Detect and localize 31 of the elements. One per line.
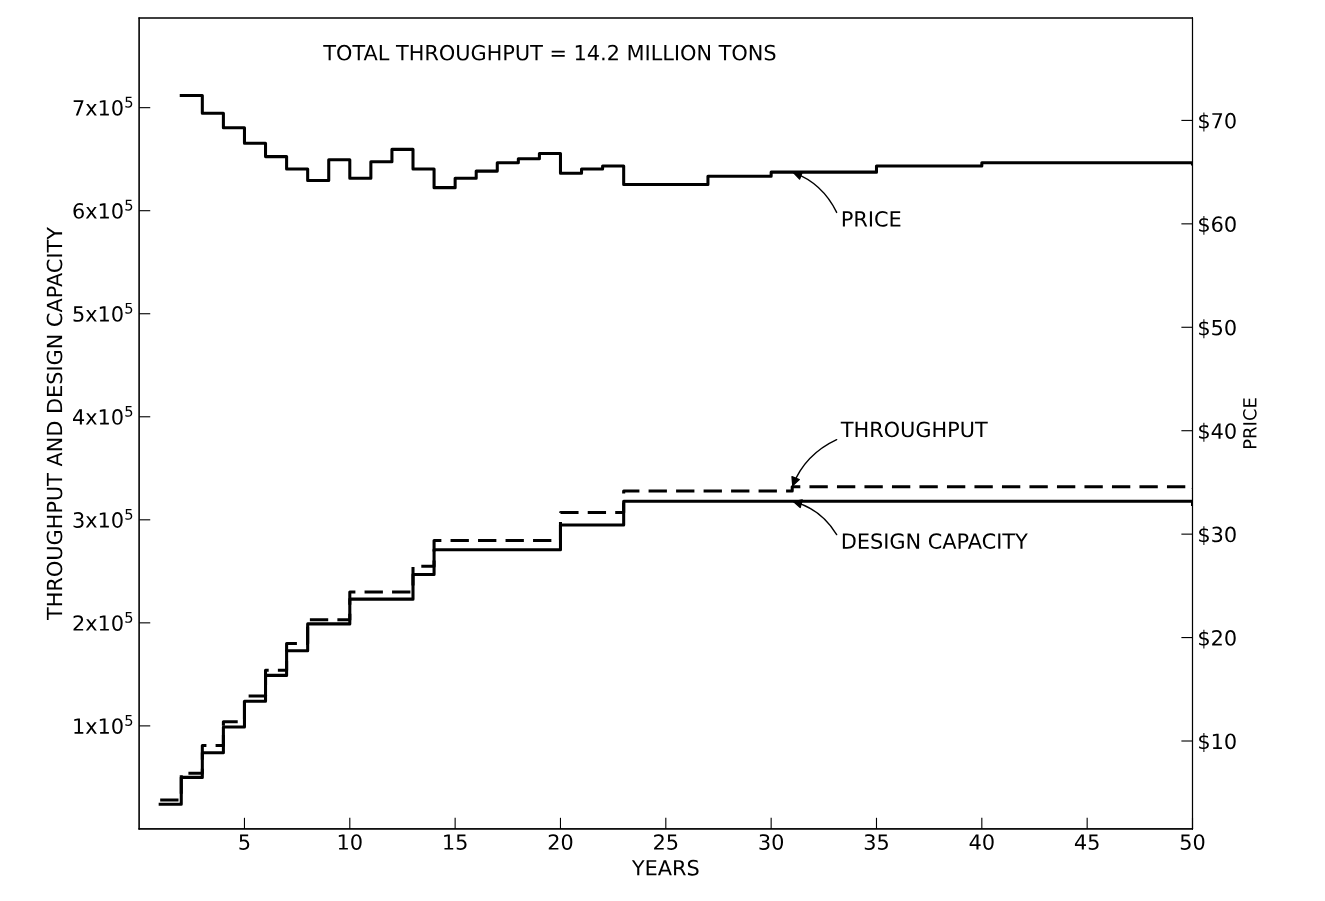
y2-tick-label: $10 bbox=[1199, 733, 1236, 752]
y2-tick-label: $20 bbox=[1199, 629, 1236, 649]
x-tick-label: 25 bbox=[654, 834, 678, 850]
x-tick-label: 5 bbox=[239, 834, 250, 850]
y-tick-label: 3x10$^{5}$ bbox=[73, 508, 133, 528]
y2-tick-label: $60 bbox=[1199, 215, 1236, 235]
y-tick-label: 5x10$^{5}$ bbox=[73, 302, 133, 322]
y2-tick-label: $30 bbox=[1199, 526, 1236, 546]
text: TOTAL THROUGHPUT = 14.2 MILLION TONS bbox=[323, 44, 776, 61]
y2-tick-label: $70 bbox=[1199, 112, 1236, 132]
x-tick-label: 45 bbox=[1074, 834, 1099, 850]
y2-axis-title: PRICE bbox=[1243, 398, 1257, 449]
y-tick-label: 1x10$^{5}$ bbox=[74, 715, 133, 734]
series-label: PRICE bbox=[842, 211, 901, 227]
x-tick-label: 15 bbox=[444, 834, 467, 850]
y-axis-title: THROUGHPUT AND DESIGN CAPACITY bbox=[46, 226, 63, 621]
x-tick-label: 30 bbox=[759, 834, 784, 850]
y2-tick-label: $40 bbox=[1199, 422, 1236, 442]
y-tick-label: 6x10$^{5}$ bbox=[73, 199, 133, 219]
x-axis-title: YEARS bbox=[631, 859, 699, 876]
x-tick-label: 40 bbox=[969, 834, 994, 850]
x-tick-label: 10 bbox=[338, 834, 362, 850]
y-tick-label: 2x10$^{5}$ bbox=[73, 612, 133, 631]
y-tick-label: 7x10$^{5}$ bbox=[73, 96, 133, 116]
y2-tick-label: $50 bbox=[1199, 319, 1236, 339]
y-tick-label: 4x10$^{5}$ bbox=[72, 405, 133, 425]
text: THROUGHPUT bbox=[840, 421, 988, 438]
x-tick-label: 35 bbox=[864, 834, 888, 850]
x-tick-label: 50 bbox=[1180, 834, 1205, 850]
x-tick-label: 20 bbox=[548, 834, 573, 850]
series-label: DESIGN CAPACITY bbox=[842, 533, 1028, 549]
